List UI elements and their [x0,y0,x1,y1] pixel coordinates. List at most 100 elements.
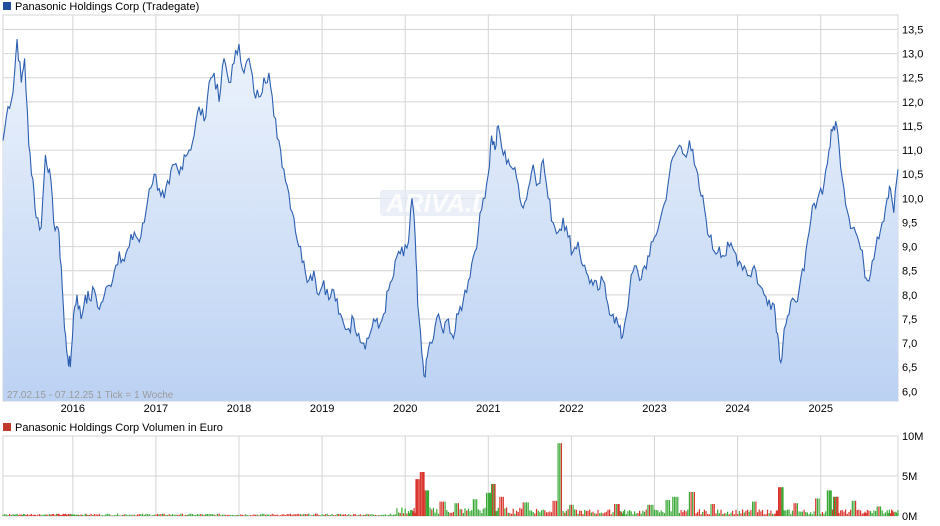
price-x-tick-label: 2018 [227,403,251,415]
volume-bar [732,510,734,516]
price-x-tick-label: 2022 [559,403,583,415]
volume-bar [896,512,898,516]
volume-bar [677,496,679,516]
volume-bar [65,513,67,516]
volume-bar [665,500,667,516]
volume-bar [618,504,620,516]
volume-bar [198,514,200,516]
volume-bar [389,513,391,516]
volume-bar [733,514,735,516]
volume-bar [889,513,892,516]
volume-bar [316,513,318,516]
volume-bar [426,490,428,516]
volume-bar [142,513,144,516]
volume-bar [692,492,694,516]
volume-bar [26,514,28,516]
volume-bar [286,514,288,516]
volume-bar [318,514,320,516]
volume-bar [9,514,11,516]
volume-bar [95,514,97,516]
volume-bar [349,515,351,516]
volume-bar [544,510,546,516]
volume-bar [650,504,652,516]
volume-bar [813,511,815,516]
volume-bar [429,507,431,516]
volume-bar [835,496,837,516]
volume-bar [331,514,333,516]
volume-bar [567,509,569,516]
volume-bar [34,514,36,516]
volume-bar [128,514,130,516]
volume-bar [238,514,240,516]
volume-bar [422,472,424,516]
volume-bar [535,508,538,516]
volume-bar [647,504,649,516]
volume-bar [384,514,386,516]
volume-bar [497,507,499,516]
volume-bar [495,511,497,516]
volume-bar [550,512,553,516]
volume-bar [412,511,414,516]
volume-bar [850,509,852,516]
volume-bar [225,514,227,516]
volume-bar [680,510,682,516]
volume-bar [170,514,172,516]
volume-bar [841,510,843,516]
volume-bar [459,509,461,516]
volume-bar [258,515,260,516]
volume-bar [547,512,549,516]
price-y-axis: 6,0 6,5 7,0 7,5 8,0 8,5 9,0 9,5 10,0 10,5 11,0 11,5… [902,24,923,398]
volume-bar [830,490,832,516]
volume-bar [766,509,769,516]
volume-bar [364,514,366,516]
volume-bar [308,513,310,516]
volume-bar [185,514,187,516]
volume-bar [542,509,544,516]
volume-bar [494,484,496,516]
volume-bar [840,510,842,516]
volume-bar [291,514,293,516]
price-y-tick-label: 10,5 [902,169,923,181]
volume-bar [892,510,894,516]
volume-bar [171,514,174,516]
volume-bar [569,504,571,516]
volume-bar [832,496,835,516]
volume-bar [559,443,561,516]
volume-bar [708,514,710,516]
volume-bar [660,510,662,516]
volume-bar [409,513,411,516]
volume-bar [40,514,42,516]
volume-bar [720,509,722,516]
volume-bar [2,514,4,516]
volume-bar [582,514,584,516]
volume-bar [301,514,303,516]
volume-bar [537,510,539,516]
volume-bar [431,509,433,516]
volume-bar [24,514,26,516]
volume-bar [29,514,31,516]
volume-bar [870,511,872,516]
volume-bar [336,513,338,516]
volume-bar [710,504,712,516]
volume-bar [476,499,478,516]
volume-bar [248,515,250,516]
volume-bar [113,515,115,516]
volume-bar [20,514,22,516]
volume-bar [825,511,827,516]
volume-bar [667,500,669,516]
volume-bar [489,492,492,516]
volume-bar [311,515,313,516]
volume-bar [28,515,30,516]
volume-bar [615,504,617,516]
volume-bar [150,515,152,516]
volume-bar [88,515,90,516]
volume-bar [742,509,744,516]
volume-bar [753,501,755,516]
volume-bar [831,509,833,516]
volume-bar [181,513,184,516]
volume-bar [57,514,59,516]
volume-bar [70,514,72,516]
volume-bar [344,514,346,516]
volume-bar [507,512,509,516]
volume-bar [402,513,405,516]
